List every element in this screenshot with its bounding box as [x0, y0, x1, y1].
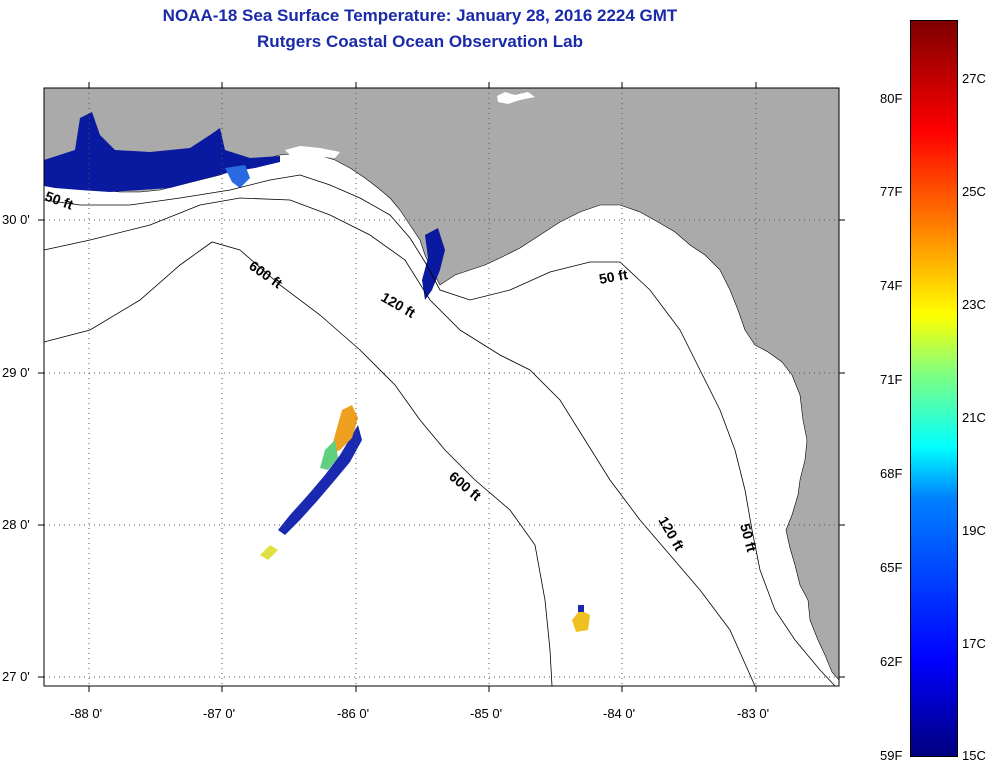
sst-eddy-blue	[278, 425, 362, 535]
temperature-colorbar	[910, 20, 958, 757]
lon-tick-label: -83 0'	[737, 706, 770, 721]
lon-tick-label: -84 0'	[603, 706, 636, 721]
sst-map: 50 ft 50 ft 50 ft 120 ft 120 ft 600 ft 6…	[38, 82, 845, 692]
lat-tick-label: 27 0'	[2, 669, 30, 684]
colorbar-label-c: 21C	[962, 410, 986, 425]
bay	[285, 146, 340, 158]
sst-patch-south	[572, 610, 590, 632]
sst-coastal-band-light	[225, 165, 250, 188]
sst-eddy-green	[320, 440, 338, 470]
colorbar-label-f: 65F	[880, 560, 903, 575]
lat-tick-label: 29 0'	[2, 365, 30, 380]
colorbar-label-c: 15C	[962, 748, 986, 763]
colorbar-label-f: 71F	[880, 372, 903, 387]
contour-label-50ft-east: 50 ft	[598, 266, 629, 287]
colorbar-label-c: 27C	[962, 71, 986, 86]
sst-patch-south-blue	[578, 605, 584, 612]
colorbar-label-f: 62F	[880, 654, 903, 669]
frame-ticks	[38, 82, 845, 692]
colorbar-label-f: 68F	[880, 466, 903, 481]
lon-tick-label: -86 0'	[337, 706, 370, 721]
contour-50ft	[43, 174, 836, 687]
contour-600ft	[43, 241, 553, 687]
lake	[497, 92, 535, 104]
map-subtitle: Rutgers Coastal Ocean Observation Lab	[257, 32, 583, 51]
sst-coastal-band	[44, 112, 280, 192]
colorbar-label-f: 59F	[880, 748, 903, 763]
colorbar-label-c: 19C	[962, 523, 986, 538]
lat-tick-label: 30 0'	[2, 212, 30, 227]
colorbar-label-c: 25C	[962, 184, 986, 199]
map-frame	[43, 87, 840, 687]
contour-120ft	[43, 197, 756, 687]
contour-label-50ft-south: 50 ft	[737, 522, 760, 554]
lon-tick-label: -88 0'	[70, 706, 103, 721]
lat-tick-label: 28 0'	[2, 517, 30, 532]
colorbar-label-f: 74F	[880, 278, 903, 293]
sst-eddy-yellow	[260, 545, 278, 560]
colorbar-label-c: 23C	[962, 297, 986, 312]
lon-tick-label: -85 0'	[470, 706, 503, 721]
colorbar-label-f: 77F	[880, 184, 903, 199]
sst-bay-blue	[422, 228, 445, 300]
lon-tick-label: -87 0'	[203, 706, 236, 721]
sst-eddy-orange	[330, 405, 358, 455]
colorbar-label-f: 80F	[880, 91, 903, 106]
colorbar-label-c: 17C	[962, 636, 986, 651]
map-title: NOAA-18 Sea Surface Temperature: January…	[162, 6, 678, 25]
